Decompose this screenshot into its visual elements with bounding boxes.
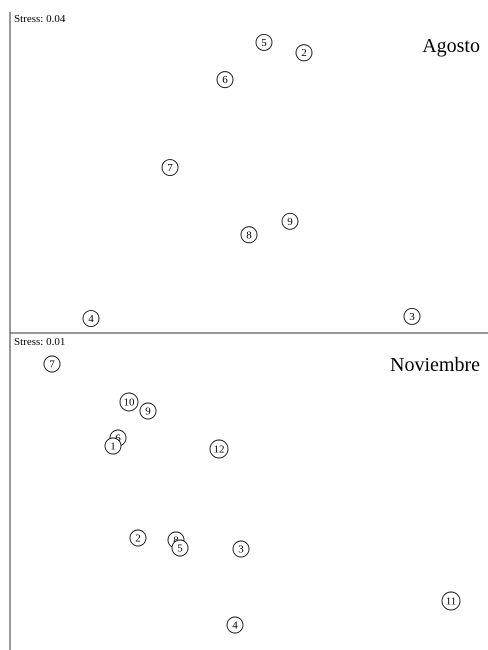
noviembre-point-3: 3 [232, 540, 250, 558]
agosto-point-8: 8 [240, 226, 258, 244]
agosto-point-marker [161, 159, 179, 176]
agosto-point-label: 2 [301, 47, 307, 59]
agosto-points: 5 2 6 7 9 8 4 3 [82, 33, 421, 327]
noviembre-point-marker [441, 591, 461, 611]
agosto-point-label: 8 [246, 229, 252, 241]
noviembre-point-label: 12 [214, 444, 225, 456]
agosto-point-5: 5 [255, 33, 273, 51]
noviembre-point-label: 3 [238, 544, 244, 556]
agosto-point-4: 4 [82, 310, 100, 327]
noviembre-point-marker [171, 539, 189, 557]
agosto-point-marker [295, 44, 313, 62]
agosto-point-marker [403, 308, 421, 325]
noviembre-point-5: 5 [171, 539, 189, 557]
agosto-point-label: 3 [409, 311, 415, 323]
agosto-point-3: 3 [403, 308, 421, 325]
agosto-title: Agosto [422, 35, 480, 57]
noviembre-point-label: 7 [49, 359, 55, 371]
agosto-point-label: 5 [261, 37, 267, 49]
agosto-point-marker [255, 33, 273, 51]
noviembre-point-12: 12 [209, 439, 229, 459]
noviembre-point-marker [232, 540, 250, 558]
agosto-point-7: 7 [161, 159, 179, 176]
noviembre-point-marker [104, 437, 122, 455]
noviembre-point-7: 7 [43, 355, 61, 373]
agosto-point-9: 9 [281, 212, 299, 230]
noviembre-point-marker [209, 439, 229, 459]
noviembre-point-label: 4 [232, 620, 238, 632]
agosto-point-6: 6 [216, 71, 234, 89]
agosto-point-label: 7 [167, 162, 173, 174]
agosto-point-marker [216, 71, 234, 89]
noviembre-point-4: 4 [226, 616, 244, 634]
agosto-point-marker [240, 226, 258, 244]
noviembre-point-label: 1 [110, 441, 116, 453]
noviembre-point-marker [139, 402, 157, 420]
agosto-point-marker [82, 310, 100, 327]
noviembre-point-label: 11 [446, 596, 457, 608]
noviembre-point-label: 2 [135, 533, 141, 545]
noviembre-point-label: 9 [145, 406, 151, 418]
noviembre-point-9: 9 [139, 402, 157, 420]
agosto-stress-label: Stress: 0.04 [14, 13, 66, 25]
noviembre-point-10: 10 [119, 392, 139, 412]
noviembre-point-marker [129, 529, 147, 547]
noviembre-point-marker [226, 616, 244, 634]
noviembre-point-label: 5 [177, 543, 183, 555]
noviembre-point-label: 10 [124, 397, 136, 409]
noviembre-stress-label: Stress: 0.01 [14, 336, 65, 348]
agosto-point-label: 4 [88, 313, 94, 325]
agosto-point-label: 6 [222, 74, 228, 86]
agosto-point-marker [281, 212, 299, 230]
noviembre-point-label: 6 [115, 433, 121, 445]
noviembre-point-2: 2 [129, 529, 147, 547]
noviembre-point-11: 11 [441, 591, 461, 611]
agosto-point-label: 9 [287, 216, 293, 228]
noviembre-title: Noviembre [390, 354, 480, 376]
noviembre-point-marker [119, 392, 139, 412]
noviembre-point-1: 1 [104, 437, 122, 455]
noviembre-point-marker [43, 355, 61, 373]
agosto-point-2: 2 [295, 44, 313, 62]
